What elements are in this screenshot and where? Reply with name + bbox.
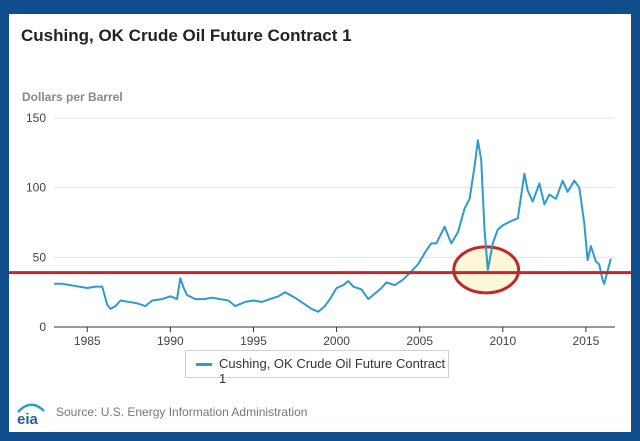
eia-logo-text: eia <box>17 411 39 426</box>
x-tick-label: 1985 <box>74 334 101 348</box>
x-tick-label: 1990 <box>157 334 184 348</box>
chart-title: Cushing, OK Crude Oil Future Contract 1 <box>21 26 352 45</box>
x-tick-label: 1995 <box>240 334 267 348</box>
chart-card: Cushing, OK Crude Oil Future Contract 1 … <box>9 14 631 432</box>
y-tick-label: 100 <box>26 181 46 195</box>
chart-plot: 1985 1990 1995 2000 2005 2010 2015 0 50 100 150 D… <box>9 90 631 348</box>
x-tick-label: 2010 <box>489 334 516 348</box>
y-tick-label: 150 <box>26 111 46 125</box>
y-axis-label: Dollars per Barrel <box>22 90 123 104</box>
x-tick-label: 2005 <box>406 334 433 348</box>
y-tick-label: 0 <box>39 320 46 334</box>
x-tick-label: 2015 <box>573 334 600 348</box>
y-tick-label: 50 <box>33 250 47 264</box>
eia-logo-icon: eia <box>17 403 45 426</box>
legend[interactable]: Cushing, OK Crude Oil Future Contract 1 <box>185 350 449 386</box>
legend-swatch <box>196 363 212 366</box>
series-line <box>54 139 612 313</box>
legend-label: Cushing, OK Crude Oil Future Contract 1 <box>219 356 446 386</box>
source-note: Source: U.S. Energy Information Administ… <box>56 405 308 419</box>
x-tick-label: 2000 <box>323 334 350 348</box>
